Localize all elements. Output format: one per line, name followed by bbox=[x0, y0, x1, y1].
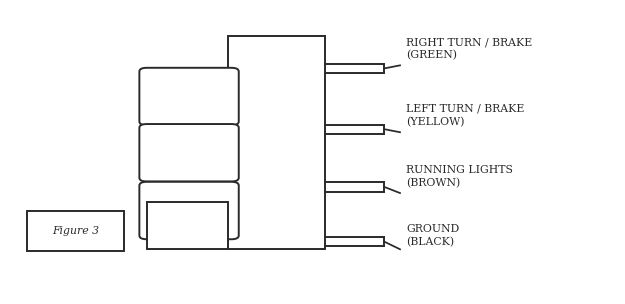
Bar bbox=[27, 211, 124, 251]
FancyBboxPatch shape bbox=[139, 124, 239, 181]
FancyBboxPatch shape bbox=[139, 68, 239, 125]
Bar bbox=[228, 36, 325, 249]
Text: GROUND
(BLACK): GROUND (BLACK) bbox=[406, 224, 459, 247]
Text: RUNNING LIGHTS
(BROWN): RUNNING LIGHTS (BROWN) bbox=[406, 165, 513, 188]
Text: RIGHT TURN / BRAKE
(GREEN): RIGHT TURN / BRAKE (GREEN) bbox=[406, 37, 532, 60]
Text: LEFT TURN / BRAKE
(YELLOW): LEFT TURN / BRAKE (YELLOW) bbox=[406, 104, 524, 127]
Text: Figure 3: Figure 3 bbox=[52, 226, 99, 236]
FancyBboxPatch shape bbox=[139, 182, 239, 239]
Bar bbox=[147, 202, 228, 249]
